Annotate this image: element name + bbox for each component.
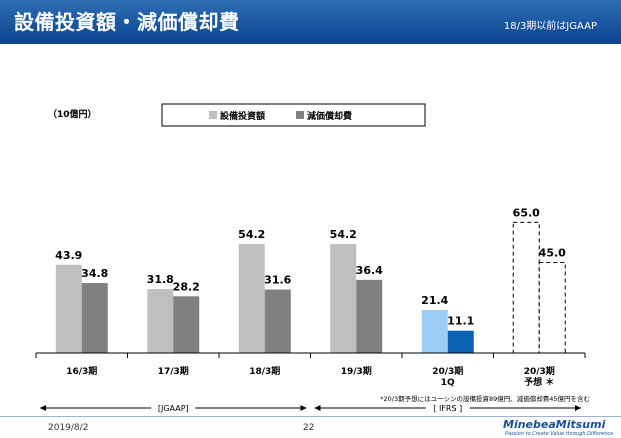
bar-value-label: 65.0 [513, 206, 540, 219]
bar [55, 264, 82, 353]
bar [81, 283, 108, 353]
category-label: 20/3期 [432, 365, 463, 377]
bar [173, 296, 200, 353]
bar-value-label: 54.2 [238, 228, 265, 241]
period-label: [JGAAP] [158, 404, 189, 413]
unit-label: （10億円） [48, 108, 97, 120]
period-label-bg [151, 402, 196, 414]
page-number: 22 [303, 423, 315, 433]
bar [264, 289, 291, 353]
category-label: 1Q [441, 378, 455, 388]
legend-swatch [209, 111, 217, 119]
bar-value-label: 43.9 [55, 249, 82, 262]
bar-value-label: 45.0 [539, 247, 566, 260]
bar-value-label: 21.4 [421, 294, 448, 307]
slide-title: 設備投資額・減価償却費 [14, 10, 240, 34]
forecast-bar [538, 262, 566, 354]
bar-value-label: 31.6 [264, 273, 291, 286]
forecast-bar [512, 221, 540, 354]
bar-value-label: 36.4 [356, 264, 383, 277]
category-label: 20/3期 [524, 365, 555, 377]
bar [447, 330, 474, 353]
bar [147, 289, 174, 353]
footer-divider [0, 416, 621, 417]
accounting-note: 18/3期以前はJGAAP [503, 21, 597, 32]
bar [421, 309, 448, 353]
bar [238, 244, 265, 353]
bar [356, 279, 383, 353]
bar [330, 244, 357, 353]
header-bar: 設備投資額・減価償却費 18/3期以前はJGAAP [0, 0, 621, 44]
bar-value-label: 54.2 [330, 228, 357, 241]
period-arrow-head [300, 405, 307, 411]
period-label-bg [425, 402, 470, 414]
category-label: 予想 ＊ [524, 376, 554, 388]
bar-value-label: 28.2 [173, 280, 200, 293]
bar-value-label: 11.1 [447, 315, 474, 328]
period-label: [ IFRS ] [433, 404, 462, 413]
category-label: 18/3期 [249, 365, 280, 377]
company-logo: MinebeaMitsumi Passion to Create Value t… [503, 418, 613, 438]
legend-swatch [296, 111, 304, 119]
period-arrow-head [40, 405, 46, 411]
category-label: 17/3期 [158, 365, 189, 377]
period-arrow-head [314, 405, 321, 411]
category-label: 19/3期 [341, 365, 372, 377]
footer-date: 2019/8/2 [48, 423, 89, 433]
period-arrow-head [575, 405, 581, 411]
category-label: 16/3期 [66, 365, 97, 377]
logo-tagline: Passion to Create Value through Differen… [505, 431, 614, 437]
bar-value-label: 31.8 [147, 273, 174, 286]
legend-label: 設備投資額 [220, 110, 265, 122]
logo-wordmark: MinebeaMitsumi [503, 418, 606, 431]
legend-box [161, 103, 426, 127]
legend-label: 減価償却費 [307, 110, 352, 122]
bar-value-label: 34.8 [81, 267, 108, 280]
forecast-footnote: *20/3期予想にはユーシンの設備投資89億円、減価償却費45億円を含む [380, 394, 590, 403]
